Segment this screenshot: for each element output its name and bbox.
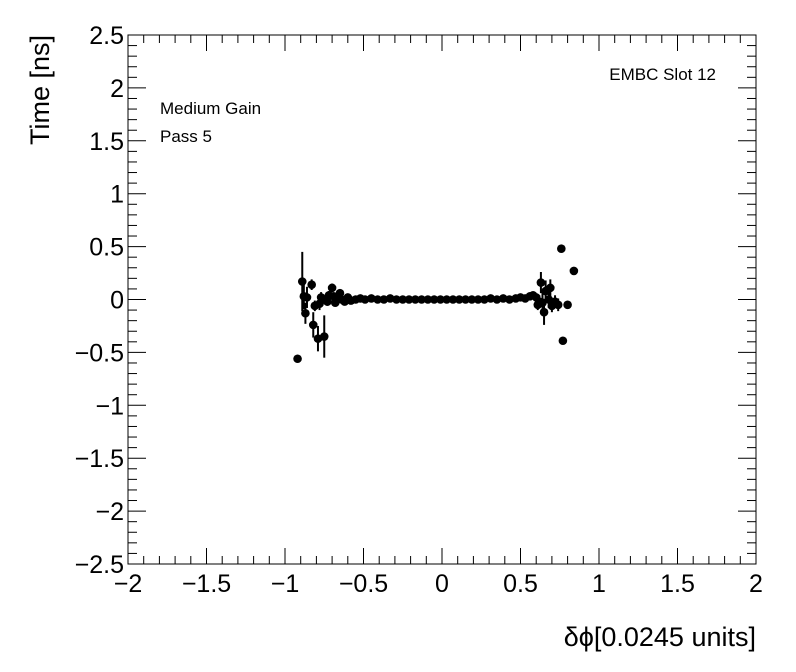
data-point: [319, 332, 329, 341]
data-point: [398, 295, 408, 304]
x-tick-label: −0.5: [339, 570, 388, 598]
y-tick-label: −1.5: [75, 445, 124, 473]
y-tick-labels: 2.5 2 1.5 1 0.5 0 −0.5 −1 −1.5 −2 −2.5: [75, 22, 124, 579]
data-point: [546, 283, 555, 293]
x-tick-label: 2: [749, 570, 763, 598]
data-point: [302, 293, 312, 302]
gain-label: Medium Gain: [160, 99, 261, 118]
data-point: [558, 336, 568, 346]
data-point: [392, 295, 401, 304]
data-point: [327, 283, 337, 293]
x-tick-label: −1.5: [182, 570, 231, 598]
x-tick-label: 0.5: [503, 570, 538, 598]
x-tick-label: 1: [592, 570, 606, 598]
data-point: [293, 354, 302, 364]
y-tick-label: −0.5: [75, 339, 124, 367]
data-point: [454, 295, 464, 304]
data-point: [411, 295, 420, 304]
x-tick-label: −2: [114, 570, 143, 598]
slot-label: EMBC Slot 12: [609, 65, 716, 84]
y-tick-label: 2.5: [89, 22, 124, 50]
data-point: [557, 244, 566, 254]
data-point: [448, 295, 458, 304]
data-point: [297, 277, 307, 286]
data-point: [563, 300, 572, 310]
x-axis-title: δϕ[0.0245 units]: [564, 622, 756, 652]
data-point: [301, 308, 310, 318]
data-points: [293, 244, 579, 364]
data-point: [417, 295, 426, 304]
data-point: [569, 266, 579, 276]
y-tick-label: −1: [95, 392, 124, 420]
data-point: [473, 295, 483, 304]
y-tick-label: 1: [110, 181, 124, 209]
data-point: [436, 295, 445, 304]
data-point: [404, 295, 414, 304]
y-tick-label: −2: [95, 498, 124, 526]
axis-ticks: [127, 34, 757, 565]
x-tick-label: 0: [435, 570, 449, 598]
data-point: [553, 300, 563, 310]
data-point: [307, 280, 316, 289]
x-tick-label: −1: [271, 570, 300, 598]
data-point: [536, 278, 546, 287]
data-point: [461, 295, 470, 304]
y-tick-label: 2: [110, 75, 124, 103]
y-tick-label: 0: [110, 287, 124, 315]
x-tick-labels: −2 −1.5 −1 −0.5 0 0.5 1 1.5 2: [114, 570, 763, 598]
data-point: [467, 295, 477, 304]
data-point: [429, 295, 439, 304]
x-tick-label: 1.5: [660, 570, 695, 598]
y-tick-label: 0.5: [89, 234, 124, 262]
data-point: [423, 295, 433, 304]
data-point: [539, 307, 549, 317]
data-point: [373, 295, 382, 304]
y-tick-label: 1.5: [89, 128, 124, 156]
pass-label: Pass 5: [160, 127, 212, 146]
data-point: [442, 295, 452, 304]
y-axis-title: Time [ns]: [25, 35, 55, 145]
y-tick-label: −2.5: [75, 551, 124, 579]
data-point: [308, 320, 318, 330]
